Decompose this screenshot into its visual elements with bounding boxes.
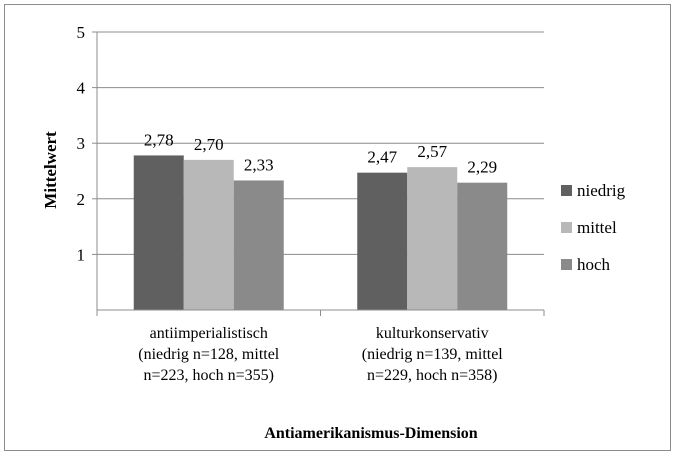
legend-swatch-hoch [561,259,572,270]
legend-label-niedrig: niedrig [577,181,626,200]
bar-hoch [233,180,284,310]
bars [133,155,508,310]
data-label: 2,57 [417,142,447,161]
legend-swatch-mittel [561,222,572,233]
x-tick-label: n=229, hoch n=358) [367,367,497,384]
x-tick-label: kulturkonservativ [376,325,489,342]
x-tick-label: n=223, hoch n=355) [144,367,274,384]
bar-mittel [183,159,234,310]
data-label: 2,33 [244,155,274,174]
legend-swatch-niedrig [561,185,572,196]
legend-label-hoch: hoch [577,255,611,274]
legend: niedrig mittel hoch [561,181,626,274]
bar-hoch [457,182,508,310]
data-label: 2,47 [367,148,397,167]
y-axis-ticks: 5 4 3 2 1 [77,23,97,264]
chart-frame [4,4,671,451]
x-axis [96,32,545,316]
data-label: 2,70 [194,135,224,154]
y-tick-label: 3 [77,134,86,153]
x-tick-labels: antiimperialistisch (niedrig n=128, mitte… [138,325,503,384]
legend-label-mittel: mittel [577,218,617,237]
bar-niedrig [133,155,184,310]
bar-niedrig [357,172,408,310]
y-tick-label: 4 [77,79,86,98]
x-tick-label: antiimperialistisch [150,325,268,342]
bar-mittel [407,167,458,310]
x-tick-label: (niedrig n=128, mittel [138,346,280,363]
y-axis-title: Mittelwert [41,131,60,209]
data-label: 2,78 [144,130,174,149]
y-tick-label: 2 [77,190,86,209]
x-tick-label: (niedrig n=139, mittel [362,346,504,363]
y-tick-label: 1 [77,245,86,264]
data-label: 2,29 [467,158,497,177]
y-tick-label: 5 [77,23,86,42]
x-axis-title: Antiamerikanismus-Dimension [264,425,477,442]
data-labels: 2,78 2,70 2,33 2,47 2,57 2,29 [144,130,497,176]
